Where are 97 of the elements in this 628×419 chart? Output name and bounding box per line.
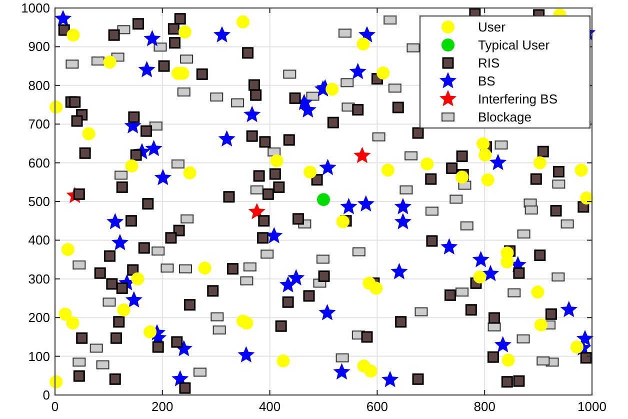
point [574,164,588,177]
point [106,213,124,230]
point [145,140,162,156]
point [238,346,255,362]
legend-label: BS [478,74,496,88]
point [178,25,192,38]
y-tick-label: 700 [28,116,50,132]
point [58,308,72,321]
point [476,137,490,150]
point [144,30,161,46]
point [213,26,231,42]
x-tick-label: 600 [366,399,388,414]
point [481,173,494,186]
y-tick-label: 100 [28,348,50,364]
point [354,146,371,164]
point [336,215,350,228]
point [364,364,378,378]
point [357,195,374,212]
point [580,192,594,205]
point [333,363,350,380]
point [270,154,284,168]
y-tick-label: 600 [28,155,50,170]
point [473,270,486,284]
point [66,28,80,42]
point [154,168,172,186]
y-tick-label: 800 [28,78,50,93]
legend-label: Blockage [478,110,532,124]
point [50,100,63,114]
point [494,336,512,352]
y-tick-label: 1000 [21,0,50,16]
point [50,375,63,388]
point [82,127,96,140]
point [318,304,336,320]
point [299,101,316,118]
point [144,325,157,338]
point [502,354,515,367]
point [125,291,142,308]
point [533,156,546,170]
point [61,242,74,256]
point [244,106,261,122]
point [376,66,390,80]
point [198,262,212,275]
point [240,316,254,330]
point [117,303,130,316]
point [317,193,330,206]
legend-label: Interfering BS [478,92,558,106]
y-tick-label: 200 [28,310,50,326]
point [326,82,339,96]
point [138,60,156,78]
point [560,300,578,318]
point [236,15,250,28]
point [570,340,584,354]
point [489,154,507,170]
point [382,370,399,388]
point [66,316,80,330]
point [218,130,236,146]
point [394,198,412,214]
point [482,264,500,282]
legend-label: RIS [478,56,500,70]
x-tick-label: 800 [474,399,496,414]
y-tick-label: 900 [28,39,50,54]
point [500,246,514,260]
point [381,164,394,177]
x-tick-label: 1000 [578,399,606,414]
point [420,157,434,170]
y-tick-label: 0 [42,388,50,402]
point [54,10,72,26]
point [125,159,138,172]
y-tick-label: 500 [28,194,50,209]
point [472,250,490,268]
point [394,213,412,230]
point [276,354,290,368]
point [456,170,469,184]
point [370,282,383,295]
point [304,166,317,179]
legend-label: Typical User [478,38,550,52]
point [340,198,358,214]
x-tick-label: 200 [152,399,174,414]
point [131,272,144,286]
y-tick-label: 400 [28,232,50,248]
point [478,148,492,162]
point [531,286,544,299]
point [280,276,297,292]
point [319,158,336,176]
point [390,262,408,280]
point [248,202,266,220]
y-tick-label: 300 [28,271,50,286]
point [534,318,548,332]
point [440,238,458,254]
x-tick-label: 400 [258,399,281,414]
point [183,166,196,180]
point [356,37,370,50]
point [111,234,129,250]
legend-label: User [478,20,506,34]
point [288,269,305,286]
point [103,56,116,69]
point [349,62,366,80]
